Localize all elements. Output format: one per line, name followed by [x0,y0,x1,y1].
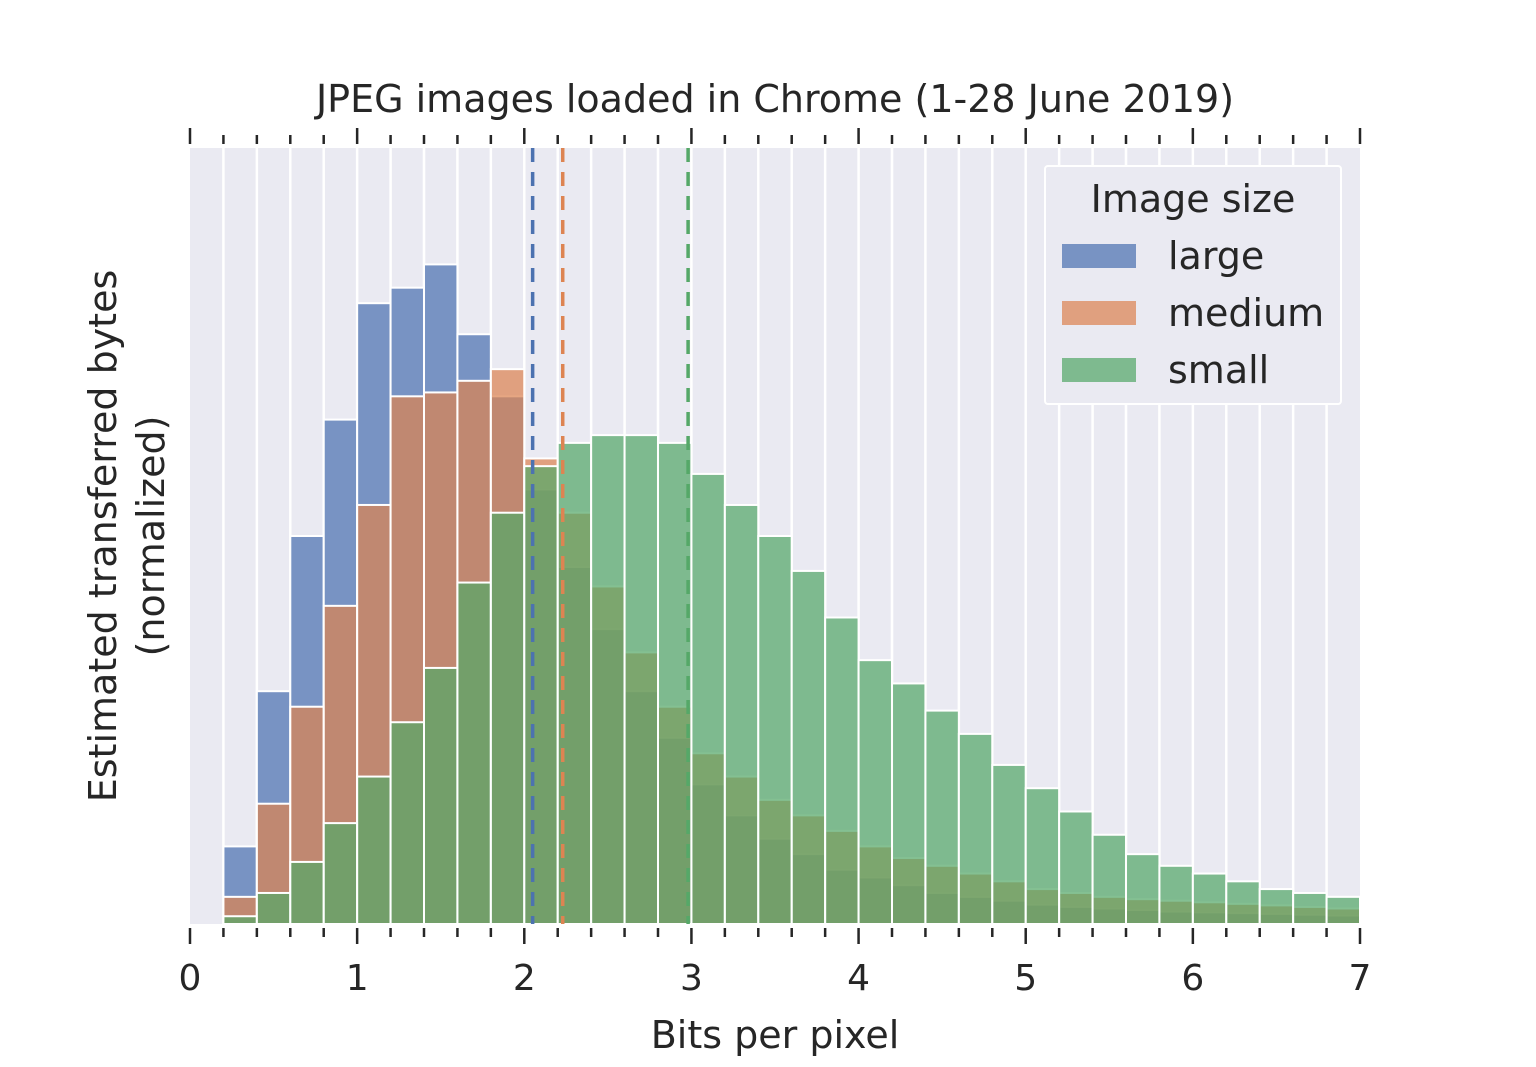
x-tick-label: 5 [1014,958,1037,999]
bar-small [924,709,960,925]
bar-small [1158,864,1194,925]
bar-small [1258,888,1295,926]
bar-small [790,569,827,925]
axis-ticks: 0 1 2 3 4 5 6 7 [179,128,1372,999]
mean-lines [530,148,690,924]
bar-small [957,732,994,925]
bar-small [255,891,292,926]
legend-title: Image size [1091,177,1296,221]
x-tick-label: 0 [179,958,202,999]
bar-small [1091,833,1127,926]
bar-small [1024,787,1061,926]
bar-small [590,434,626,925]
bar-small [723,503,760,925]
chart-title: JPEG images loaded in Chrome (1-28 June … [314,77,1234,121]
bar-small [1292,891,1328,926]
bar-small [623,434,659,925]
legend-label-medium: medium [1168,291,1324,335]
legend-label-large: large [1168,234,1264,278]
legend: Image size large medium small [1044,165,1342,405]
legend-label-small: small [1168,348,1269,392]
bar-small [1191,872,1228,925]
bar-small [356,775,392,925]
bar-small [1225,880,1261,926]
bar-small [289,860,325,925]
bar-small [891,682,927,925]
bar-small [857,659,893,925]
bar-small [757,535,793,925]
legend-frame [1044,165,1342,405]
y-axis-label-line-1: Estimated transferred bytes [81,270,125,803]
bars [222,263,1361,926]
bar-small [824,616,860,925]
bar-small [423,666,459,925]
series-small [222,434,1361,926]
bar-small [322,822,359,925]
bar-small [1125,853,1161,925]
x-tick-label: 6 [1181,958,1204,999]
x-tick-label: 1 [346,958,369,999]
bar-small [1058,810,1094,925]
bar-small [1325,895,1361,926]
bar-small [389,721,426,925]
bar-small [456,581,492,925]
bar-small [690,472,726,925]
bar-small [991,763,1027,925]
bar-small [523,465,559,925]
legend-swatch-large [1062,244,1136,268]
legend-swatch-small [1062,358,1136,382]
bar-small [489,511,526,925]
x-tick-label: 2 [513,958,536,999]
bar-small [222,915,258,925]
bar-small [657,441,693,925]
x-tick-label: 3 [680,958,703,999]
x-tick-label: 4 [847,958,870,999]
x-tick-label: 7 [1349,958,1372,999]
legend-swatch-medium [1062,301,1136,325]
y-axis-label-line-2: (normalized) [129,416,173,657]
x-axis-label: Bits per pixel [651,1013,900,1057]
